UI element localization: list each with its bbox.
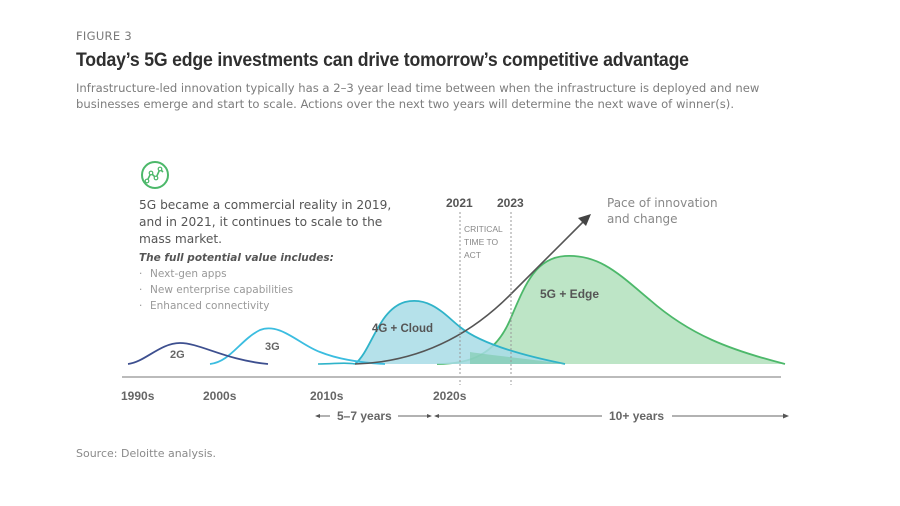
critical-time-line-1: CRITICAL: [464, 224, 503, 234]
curve-label-3g: 3G: [265, 341, 280, 353]
callout-line-3: mass market.: [139, 232, 222, 246]
pace-arrowhead-icon: [578, 214, 591, 226]
value-bullets: · Next-gen apps · New enterprise capabil…: [139, 268, 293, 312]
marker-year-2021: 2021: [446, 196, 473, 210]
callout-line-1: 5G became a commercial reality in 2019,: [139, 198, 391, 212]
curve-5g-edge-outline: [436, 255, 786, 365]
curve-4g-cloud-outline: [354, 299, 566, 365]
axis-tick-1990s: 1990s: [121, 389, 155, 403]
callout-line-2: and in 2021, it continues to scale to th…: [139, 215, 382, 229]
curve-2g: [127, 342, 269, 365]
span-5-7-years: 5–7 years: [315, 409, 432, 423]
curve-label-2g: 2G: [170, 349, 185, 361]
figure-label: FIGURE 3: [76, 29, 132, 43]
span-long-label: 10+ years: [609, 409, 664, 423]
bullet-dot: ·: [139, 268, 142, 280]
bullet-item: Next-gen apps: [150, 268, 227, 280]
curve-label-4g-cloud: 4G + Cloud: [372, 323, 433, 335]
curve-4g-tail: [317, 362, 356, 365]
curve-label-5g-edge: 5G + Edge: [540, 287, 599, 301]
figure-title: Today’s 5G edge investments can drive to…: [76, 50, 689, 71]
arrow-right-icon: [783, 413, 789, 419]
overlap-shade: [470, 352, 565, 364]
pace-of-innovation-arrow: [354, 219, 586, 365]
curve-5g-edge: [437, 255, 785, 364]
span-short-label: 5–7 years: [337, 409, 392, 423]
pace-label-line-2: and change: [607, 212, 678, 226]
bullet-item: Enhanced connectivity: [150, 300, 270, 312]
span-10-plus-years: 10+ years: [434, 409, 789, 423]
curve-3g: [209, 327, 386, 365]
source-note: Source: Deloitte analysis.: [76, 447, 216, 460]
bullet-dot: ·: [139, 300, 142, 312]
network-nodes-icon: [141, 161, 169, 189]
axis-tick-2010s: 2010s: [310, 389, 344, 403]
axis-tick-2020s: 2020s: [433, 389, 467, 403]
critical-time-line-3: ACT: [464, 250, 481, 260]
axis-tick-2000s: 2000s: [203, 389, 237, 403]
pace-label-line-1: Pace of innovation: [607, 196, 718, 210]
bullet-item: New enterprise capabilities: [150, 284, 293, 296]
marker-year-2023: 2023: [497, 196, 524, 210]
bullet-dot: ·: [139, 284, 142, 296]
arrow-left-icon: [434, 414, 439, 418]
arrow-left-icon: [315, 414, 320, 418]
arrow-right-icon: [427, 414, 432, 418]
value-heading: The full potential value includes:: [139, 252, 334, 264]
figure-subtitle: Infrastructure-led innovation typically …: [76, 81, 760, 111]
critical-time-line-2: TIME TO: [464, 237, 499, 247]
